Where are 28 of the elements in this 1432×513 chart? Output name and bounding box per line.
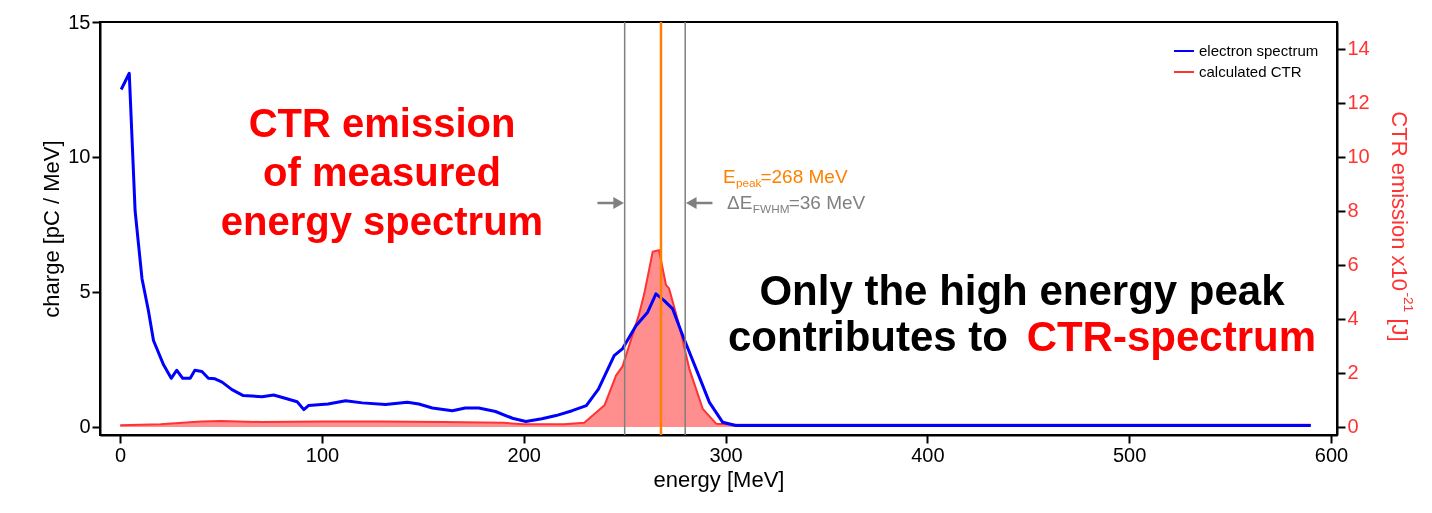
y2-tick-label: 2	[1347, 361, 1359, 384]
y-axis-title: charge [pC / MeV]	[39, 140, 65, 318]
y-tick-label: 10	[68, 145, 91, 168]
y-tick-label: 15	[68, 10, 91, 33]
y2-tick-label: 8	[1347, 199, 1359, 222]
y2-axis-title: CTR emission x10-21 [J]	[1387, 111, 1416, 342]
y2-tick-label: 4	[1347, 307, 1359, 330]
x-tick-label: 300	[709, 443, 743, 466]
x-tick-label: 100	[305, 443, 340, 466]
x-tick-label: 400	[911, 443, 945, 466]
x-axis-title: energy [MeV]	[653, 466, 785, 492]
legend-label: electron spectrum	[1199, 42, 1319, 59]
x-tick-label: 600	[1314, 443, 1349, 466]
annotation: Only the high energy peak	[759, 267, 1286, 314]
x-tick-label: 200	[507, 443, 541, 466]
annotation: CTR-spectrum	[1026, 313, 1316, 360]
annotation: CTR emission of measured energy spectrum	[220, 101, 544, 243]
y-tick-label: 5	[79, 280, 91, 303]
y2-tick-label: 14	[1347, 37, 1370, 60]
annotation: contributes to	[728, 313, 1008, 360]
y2-tick-label: 12	[1347, 91, 1370, 114]
y-tick-label: 0	[79, 415, 91, 438]
y2-tick-label: 0	[1347, 415, 1359, 438]
y2-tick-label: 6	[1347, 253, 1359, 276]
legend-label: calculated CTR	[1199, 63, 1302, 80]
x-tick-label: 0	[115, 443, 127, 466]
x-tick-label: 500	[1112, 443, 1147, 466]
y2-tick-label: 10	[1347, 145, 1370, 168]
